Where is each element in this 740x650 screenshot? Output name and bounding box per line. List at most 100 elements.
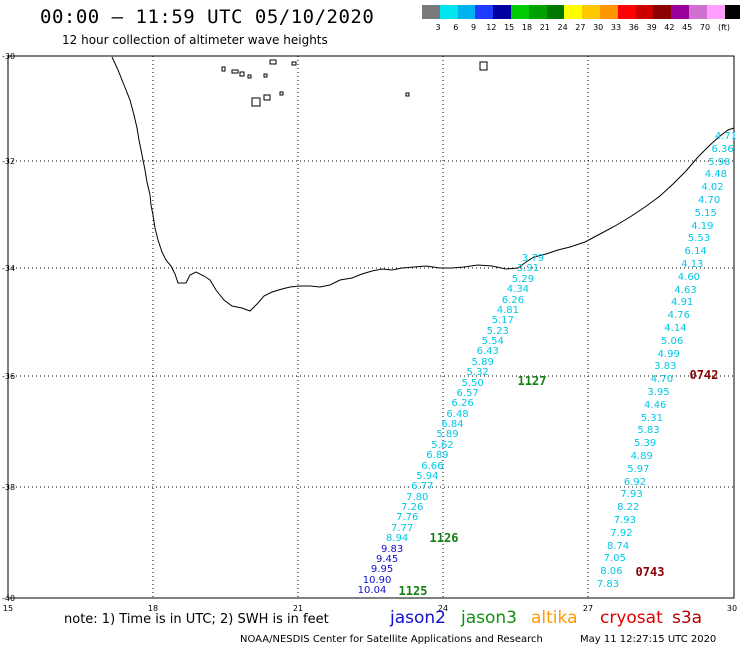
color-swatch bbox=[422, 5, 440, 19]
color-swatch bbox=[724, 5, 740, 19]
wave-height-label: 8.22 bbox=[617, 502, 640, 514]
wave-height-label: 7.77 bbox=[391, 522, 414, 534]
wave-height-label: 5.83 bbox=[637, 425, 660, 437]
wave-height-label: 4.46 bbox=[644, 399, 667, 411]
longitude-label: 24 bbox=[437, 604, 449, 613]
color-swatch bbox=[671, 5, 689, 19]
island-9 bbox=[263, 94, 271, 101]
wave-height-label: 9.83 bbox=[380, 543, 404, 555]
wave-height-label: 10.04 bbox=[357, 585, 387, 596]
wave-height-label: 5.23 bbox=[486, 325, 509, 337]
color-swatch bbox=[582, 5, 600, 19]
wave-height-label: 6.84 bbox=[441, 419, 464, 430]
color-swatch bbox=[564, 5, 583, 19]
color-scale-label: 70 bbox=[699, 23, 711, 32]
wave-height-label: 3.95 bbox=[647, 387, 670, 398]
color-scale-label: 42 bbox=[664, 23, 675, 32]
wave-height-label: 7.05 bbox=[603, 553, 626, 565]
color-scale-label: 6 bbox=[453, 23, 459, 32]
color-swatch bbox=[457, 5, 476, 19]
wave-height-label: 4.60 bbox=[677, 271, 701, 283]
island-11 bbox=[405, 92, 410, 97]
color-swatch bbox=[439, 5, 458, 19]
wave-height-label: 5.89 bbox=[436, 429, 459, 441]
latitude-label: -36 bbox=[2, 372, 16, 381]
pass-time-label: 1126 bbox=[429, 531, 459, 545]
wave-height-label: 7.92 bbox=[610, 527, 633, 539]
wave-height-label: 3.91 bbox=[516, 263, 540, 275]
wave-height-label: 5.15 bbox=[694, 207, 717, 219]
wave-height-label: 9.95 bbox=[370, 564, 394, 576]
island-8 bbox=[251, 97, 261, 107]
wave-height-label: 3.79 bbox=[521, 253, 545, 264]
color-scale-label: 36 bbox=[628, 23, 639, 32]
latitude-label: -40 bbox=[2, 594, 16, 603]
wave-height-label: 8.94 bbox=[386, 533, 409, 545]
latitude-label: -38 bbox=[2, 483, 16, 492]
longitude-label: 18 bbox=[147, 604, 159, 613]
color-swatch bbox=[617, 5, 636, 19]
longitude-label: 15 bbox=[2, 604, 14, 613]
map-frame bbox=[7, 55, 735, 599]
wave-height-label: 4.63 bbox=[674, 284, 697, 296]
island-3 bbox=[239, 71, 245, 77]
island-6 bbox=[269, 59, 277, 65]
wave-height-label: 4.99 bbox=[657, 348, 680, 360]
footer-note: note: 1) Time is in UTC; 2) SWH is in fe… bbox=[64, 612, 329, 627]
wave-height-label: 4.70 bbox=[650, 374, 674, 386]
wave-height-label: 5.98 bbox=[708, 156, 731, 168]
wave-height-label: 6.66 bbox=[421, 460, 444, 472]
color-scale-label: 9 bbox=[471, 23, 477, 32]
wave-height-label: 6.77 bbox=[411, 481, 434, 493]
island-1 bbox=[221, 66, 226, 72]
color-scale-label: 15 bbox=[504, 23, 515, 32]
wave-height-label: 4.70 bbox=[698, 195, 721, 206]
wave-height-label: 7.83 bbox=[596, 579, 620, 590]
wave-height-label: 5.62 bbox=[431, 439, 454, 451]
color-scale-label: 12 bbox=[486, 23, 497, 32]
wave-height-label: 5.06 bbox=[660, 335, 684, 347]
wave-height-label: 6.36 bbox=[711, 143, 734, 155]
island-12 bbox=[479, 61, 488, 71]
wave-height-label: 7.26 bbox=[401, 502, 424, 513]
wave-height-label: 5.54 bbox=[481, 336, 504, 347]
wave-height-label: 6.48 bbox=[446, 408, 469, 420]
color-scale-bar bbox=[422, 5, 740, 19]
island-7 bbox=[291, 61, 297, 66]
wave-height-label: 6.57 bbox=[456, 387, 479, 399]
wave-height-label: 6.89 bbox=[426, 450, 449, 462]
satellite-legend-jason3: jason3 bbox=[461, 608, 517, 628]
wave-height-label: 6.26 bbox=[451, 398, 474, 410]
color-swatch bbox=[688, 5, 707, 19]
map-subtitle: 12 hour collection of altimeter wave hei… bbox=[62, 33, 328, 47]
wave-height-label: 7.93 bbox=[620, 489, 643, 501]
wave-height-label: 4.48 bbox=[704, 169, 728, 181]
color-scale-label: 3 bbox=[435, 23, 441, 32]
pass-time-label: 0742 bbox=[689, 368, 719, 382]
island-5 bbox=[263, 73, 268, 78]
color-swatch bbox=[528, 5, 547, 19]
color-scale-label: 45 bbox=[682, 23, 693, 32]
longitude-label: 21 bbox=[292, 604, 304, 613]
wave-height-label: 8.06 bbox=[600, 566, 623, 578]
longitude-label: 30 bbox=[726, 604, 738, 613]
wave-height-label: 4.89 bbox=[630, 451, 653, 462]
wave-height-label: 8.74 bbox=[606, 540, 630, 552]
color-swatch bbox=[546, 5, 565, 19]
credit-line: NOAA/NESDIS Center for Satellite Applica… bbox=[240, 634, 543, 645]
latitude-label: -34 bbox=[2, 264, 16, 273]
wave-height-label: 5.39 bbox=[633, 438, 657, 450]
wave-height-label: 5.32 bbox=[466, 367, 489, 379]
map-title: 00:00 – 11:59 UTC 05/10/2020 bbox=[40, 6, 375, 28]
color-scale-label: 24 bbox=[557, 23, 568, 32]
color-swatch bbox=[493, 5, 511, 19]
color-swatch bbox=[653, 5, 672, 19]
wave-height-label: 7.93 bbox=[613, 515, 636, 526]
wave-height-label: 5.50 bbox=[461, 377, 484, 389]
wave-height-label: 4.13 bbox=[681, 259, 704, 270]
wave-height-label: 5.89 bbox=[471, 356, 494, 368]
generation-timestamp: May 11 12:27:15 UTC 2020 bbox=[580, 634, 717, 645]
wave-height-label: 4.14 bbox=[664, 323, 687, 334]
wave-height-label: 6.43 bbox=[476, 346, 499, 358]
